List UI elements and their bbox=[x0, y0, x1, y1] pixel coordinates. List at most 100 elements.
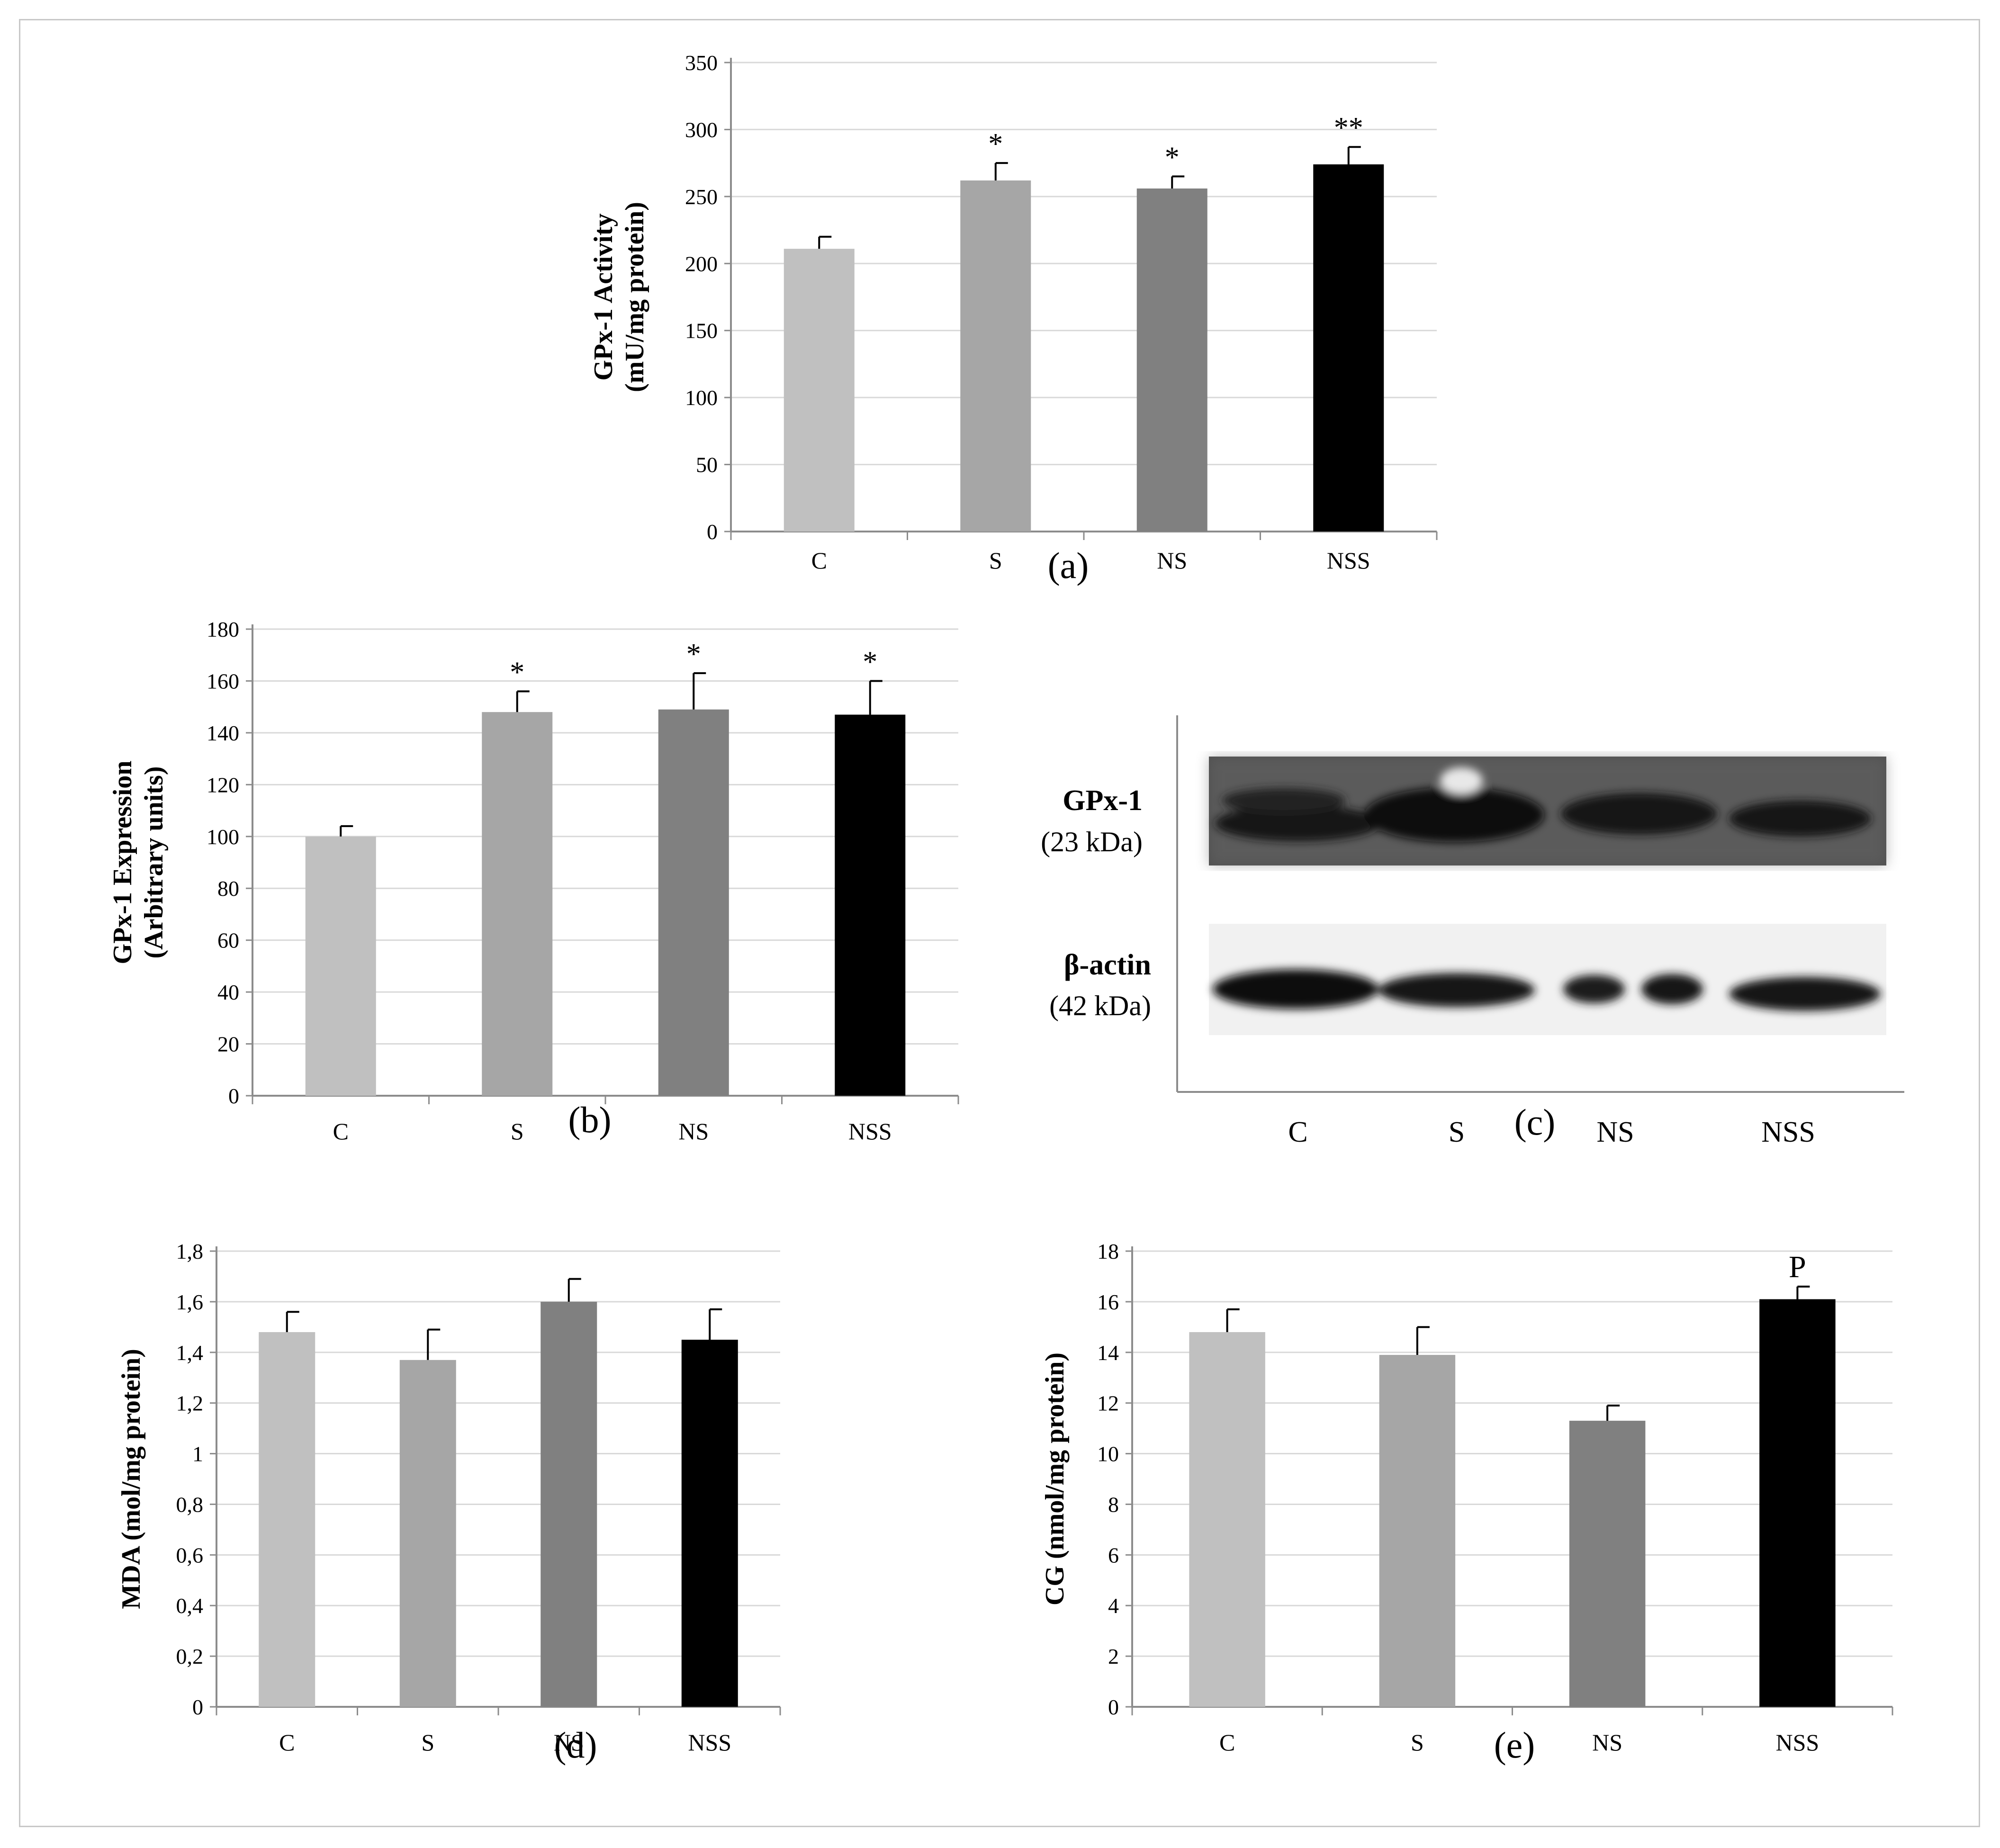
chart-b-category-label-nss: NSS bbox=[848, 1118, 892, 1145]
chart-d-ytick-label: 1,6 bbox=[176, 1290, 204, 1314]
chart-d-ytick-label: 0,8 bbox=[176, 1492, 204, 1516]
chart-e-ytick-label: 18 bbox=[1097, 1239, 1119, 1263]
chart-e-ytick-label: 6 bbox=[1108, 1543, 1119, 1567]
chart-a-bar-s bbox=[960, 180, 1031, 532]
chart-e-category-label-c: C bbox=[1219, 1729, 1235, 1756]
chart-b-ylabel-line2: (Arbitrary units) bbox=[139, 766, 169, 959]
chart-e-ytick-label: 16 bbox=[1097, 1290, 1119, 1314]
chart-a-ytick-label: 300 bbox=[685, 117, 718, 142]
chart-b-ylabel-line1: GPx-1 Expression bbox=[108, 761, 137, 965]
panel-label-c: (c) bbox=[1514, 1101, 1556, 1143]
chart-b-ytick-label: 100 bbox=[207, 825, 239, 849]
chart-e-bar-s bbox=[1379, 1355, 1456, 1707]
chart-e-category-label-ns: NS bbox=[1592, 1729, 1622, 1756]
gpx1-band-c-upper bbox=[1222, 788, 1345, 813]
bactin-band-nss bbox=[1729, 977, 1881, 1011]
chart-b-bar-s bbox=[482, 712, 553, 1096]
chart-a-ytick-label: 350 bbox=[685, 51, 718, 75]
blot-bactin-label: β-actin bbox=[1064, 949, 1151, 981]
blot-lane-label-c: C bbox=[1288, 1116, 1307, 1148]
chart-d-ytick-label: 0 bbox=[192, 1695, 203, 1719]
chart-a-ytick-label: 100 bbox=[685, 386, 718, 410]
gpx1-blot-artifact bbox=[1440, 767, 1483, 794]
chart-b-ytick-label: 60 bbox=[217, 929, 239, 953]
chart-a-ytick-label: 150 bbox=[685, 319, 718, 343]
chart-d-ytick-label: 0,2 bbox=[176, 1644, 204, 1668]
chart-a-ylabel-line1: GPx-1 Activity bbox=[589, 213, 618, 380]
chart-e-ytick-label: 12 bbox=[1097, 1391, 1119, 1415]
chart-e-cg: 0 2 4 6 8 10 12 14 16 18 C S NS P NSS CG (nmol/mg prote… bbox=[1040, 1239, 1893, 1766]
chart-e-ytick-label: 2 bbox=[1108, 1644, 1119, 1668]
chart-d-bar-nss bbox=[681, 1340, 738, 1707]
chart-a-category-label-c: C bbox=[811, 547, 827, 574]
chart-a-significance-s: * bbox=[988, 128, 1003, 160]
chart-a-bar-nss bbox=[1313, 164, 1384, 532]
chart-d-ylabel-line1: MDA (mol/mg protein) bbox=[117, 1349, 146, 1609]
chart-a-ylabel-line2: (mU/mg protein) bbox=[620, 202, 649, 392]
chart-d-ytick-label: 1,4 bbox=[176, 1341, 204, 1365]
chart-d-ytick-label: 0,6 bbox=[176, 1543, 204, 1567]
chart-e-ytick-label: 4 bbox=[1108, 1594, 1119, 1618]
chart-a-category-label-ns: NS bbox=[1157, 547, 1187, 574]
chart-e-category-label-nss: NSS bbox=[1776, 1729, 1820, 1756]
blot-lane-label-ns: NS bbox=[1596, 1116, 1634, 1148]
chart-d-category-label-ns: NS bbox=[554, 1729, 584, 1756]
chart-d-ytick-label: 1 bbox=[192, 1442, 203, 1466]
chart-b-ytick-label: 80 bbox=[217, 876, 239, 901]
chart-b-significance-ns: * bbox=[686, 638, 701, 670]
chart-e-bar-ns bbox=[1569, 1421, 1646, 1707]
chart-b-ytick-label: 140 bbox=[207, 721, 239, 745]
chart-b-significance-nss: * bbox=[863, 646, 877, 678]
gpx1-band-s bbox=[1364, 787, 1544, 842]
chart-a-bar-ns bbox=[1136, 188, 1207, 532]
western-blot-panel: GPx-1 (23 kDa) β-actin (42 kDa) C S NS N… bbox=[1041, 715, 1904, 1148]
bactin-band-ns-right bbox=[1641, 974, 1703, 1004]
chart-b-bar-ns bbox=[658, 709, 729, 1096]
chart-e-ytick-label: 0 bbox=[1108, 1695, 1119, 1719]
chart-d-ytick-label: 0,4 bbox=[176, 1594, 204, 1618]
chart-b-ytick-label: 120 bbox=[207, 773, 239, 797]
chart-a-significance-ns: * bbox=[1165, 141, 1180, 173]
chart-b-category-label-ns: NS bbox=[678, 1118, 709, 1145]
chart-e-bar-nss bbox=[1759, 1299, 1836, 1707]
bactin-band-c bbox=[1213, 969, 1378, 1009]
chart-b-bar-nss bbox=[835, 714, 906, 1096]
chart-a-category-label-nss: NSS bbox=[1327, 547, 1370, 574]
figure-frame bbox=[19, 19, 1980, 1827]
panel-label-e: (e) bbox=[1494, 1724, 1535, 1766]
chart-b-ytick-label: 0 bbox=[228, 1084, 239, 1108]
chart-d-ytick-label: 1,2 bbox=[176, 1391, 204, 1415]
bactin-band-s bbox=[1378, 973, 1535, 1007]
chart-e-significance-nss: P bbox=[1789, 1250, 1806, 1284]
panel-label-b: (b) bbox=[568, 1099, 612, 1140]
chart-e-bar-c bbox=[1189, 1332, 1265, 1707]
chart-a-ytick-label: 50 bbox=[696, 453, 718, 477]
chart-b-significance-s: * bbox=[510, 656, 524, 688]
chart-e-category-label-s: S bbox=[1411, 1729, 1424, 1756]
gpx1-blot-image bbox=[1209, 757, 1886, 865]
chart-a-ytick-label: 200 bbox=[685, 252, 718, 276]
blot-bactin-size: (42 kDa) bbox=[1049, 990, 1151, 1021]
chart-b-category-label-c: C bbox=[333, 1118, 349, 1145]
chart-d-ytick-label: 1,8 bbox=[176, 1239, 204, 1263]
blot-gpx1-size: (23 kDa) bbox=[1041, 826, 1143, 857]
chart-d-bar-c bbox=[259, 1332, 315, 1707]
chart-d-bar-s bbox=[399, 1360, 456, 1707]
chart-a-significance-nss: ** bbox=[1334, 112, 1363, 144]
chart-d-category-label-s: S bbox=[421, 1729, 434, 1756]
chart-d-category-label-c: C bbox=[279, 1729, 295, 1756]
chart-a-ytick-label: 250 bbox=[685, 185, 718, 209]
gpx1-band-nss bbox=[1729, 801, 1871, 837]
bactin-band-ns-left bbox=[1563, 975, 1625, 1003]
chart-d-category-label-nss: NSS bbox=[688, 1729, 731, 1756]
chart-b-ytick-label: 180 bbox=[207, 617, 239, 641]
chart-a-gpx1-activity: 0 50 100 150 200 250 300 350 C * S * NS ** NSS GPx-1 Ac… bbox=[589, 51, 1438, 586]
gpx1-band-ns bbox=[1561, 793, 1717, 835]
chart-b-ytick-label: 160 bbox=[207, 669, 239, 693]
chart-b-category-label-s: S bbox=[511, 1118, 524, 1145]
blot-gpx1-label: GPx-1 bbox=[1063, 784, 1143, 817]
blot-lane-label-nss: NSS bbox=[1761, 1116, 1815, 1148]
chart-d-mda: 0 0,2 0,4 0,6 0,8 1 1,2 1,4 1,6 1,8 C S NS NSS MDA (mo… bbox=[117, 1239, 781, 1766]
chart-d-bar-ns bbox=[541, 1301, 597, 1707]
